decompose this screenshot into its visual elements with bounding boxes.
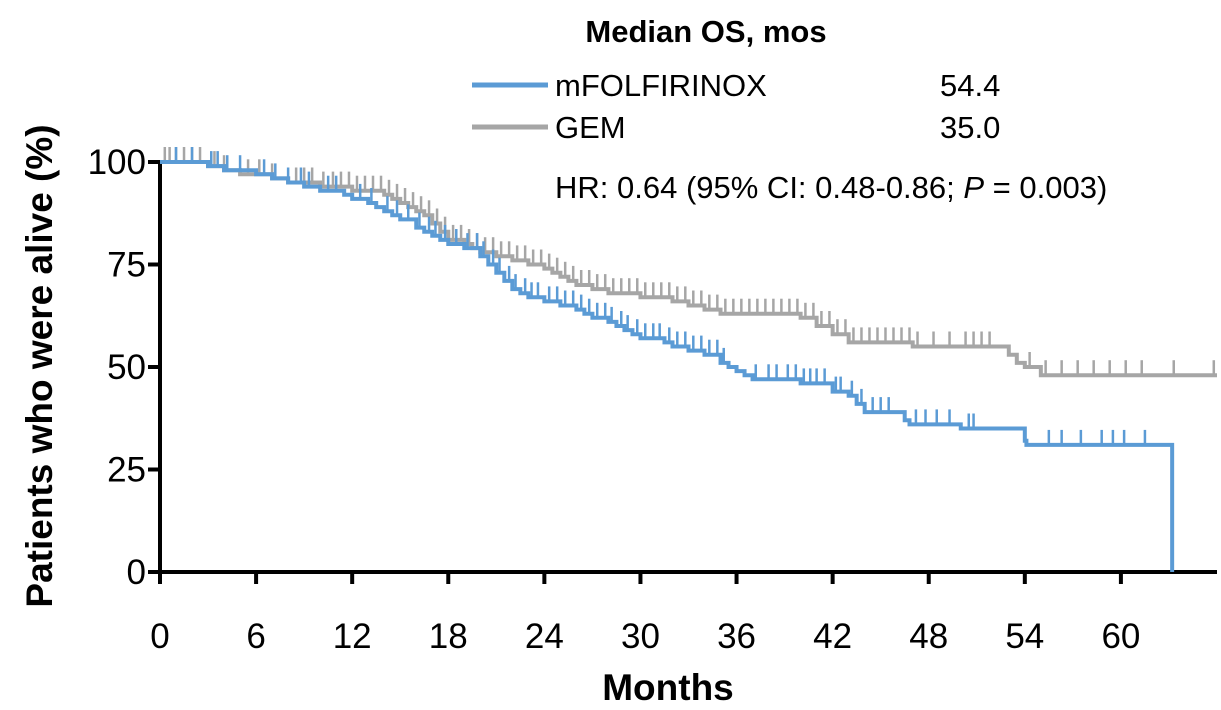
curve-mfolfirinox xyxy=(160,160,1175,572)
hazard-ratio-text: HR: 0.64 (95% CI: 0.48-0.86; P = 0.003) xyxy=(555,170,1107,205)
axes: 0 6 12 18 24 30 36 42 48 54 60 0 25 50 75 100 xyxy=(88,143,1217,656)
legend-value-gem: 35.0 xyxy=(940,110,1000,145)
x-tick-label-0: 0 xyxy=(150,617,169,656)
legend-label-mfolfirinox: mFOLFIRINOX xyxy=(555,68,767,103)
y-tick-label-0: 0 xyxy=(127,553,146,592)
hazard-ratio-p: P xyxy=(963,170,984,205)
curve-gem xyxy=(160,160,1217,378)
y-tick-label-75: 75 xyxy=(107,246,146,285)
x-tick-label-60: 60 xyxy=(1101,617,1140,656)
legend: Median OS, mos mFOLFIRINOX 54.4 GEM 35.0… xyxy=(472,14,1107,205)
x-axis-title: Months xyxy=(602,667,734,708)
censor-marks-gem xyxy=(163,147,1216,376)
censor-marks-mfolfirinox xyxy=(174,147,1147,445)
x-tick-label-30: 30 xyxy=(621,617,660,656)
legend-label-gem: GEM xyxy=(555,110,626,145)
y-axis-title: Patients who were alive (%) xyxy=(19,124,60,607)
legend-value-mfolfirinox: 54.4 xyxy=(940,68,1000,103)
x-tick-label-18: 18 xyxy=(429,617,468,656)
x-tick-label-6: 6 xyxy=(246,617,265,656)
x-tick-label-48: 48 xyxy=(909,617,948,656)
series-layer xyxy=(160,147,1217,572)
y-tick-label-100: 100 xyxy=(88,143,146,182)
x-tick-label-24: 24 xyxy=(525,617,564,656)
x-tick-label-36: 36 xyxy=(717,617,756,656)
hazard-ratio-suffix: = 0.003) xyxy=(984,170,1107,205)
hazard-ratio-prefix: HR: 0.64 (95% CI: 0.48-0.86; xyxy=(555,170,963,205)
y-tick-label-25: 25 xyxy=(107,451,146,490)
legend-title: Median OS, mos xyxy=(585,14,826,49)
x-tick-label-12: 12 xyxy=(333,617,372,656)
x-tick-label-54: 54 xyxy=(1005,617,1044,656)
x-tick-label-42: 42 xyxy=(813,617,852,656)
y-tick-label-50: 50 xyxy=(107,348,146,387)
